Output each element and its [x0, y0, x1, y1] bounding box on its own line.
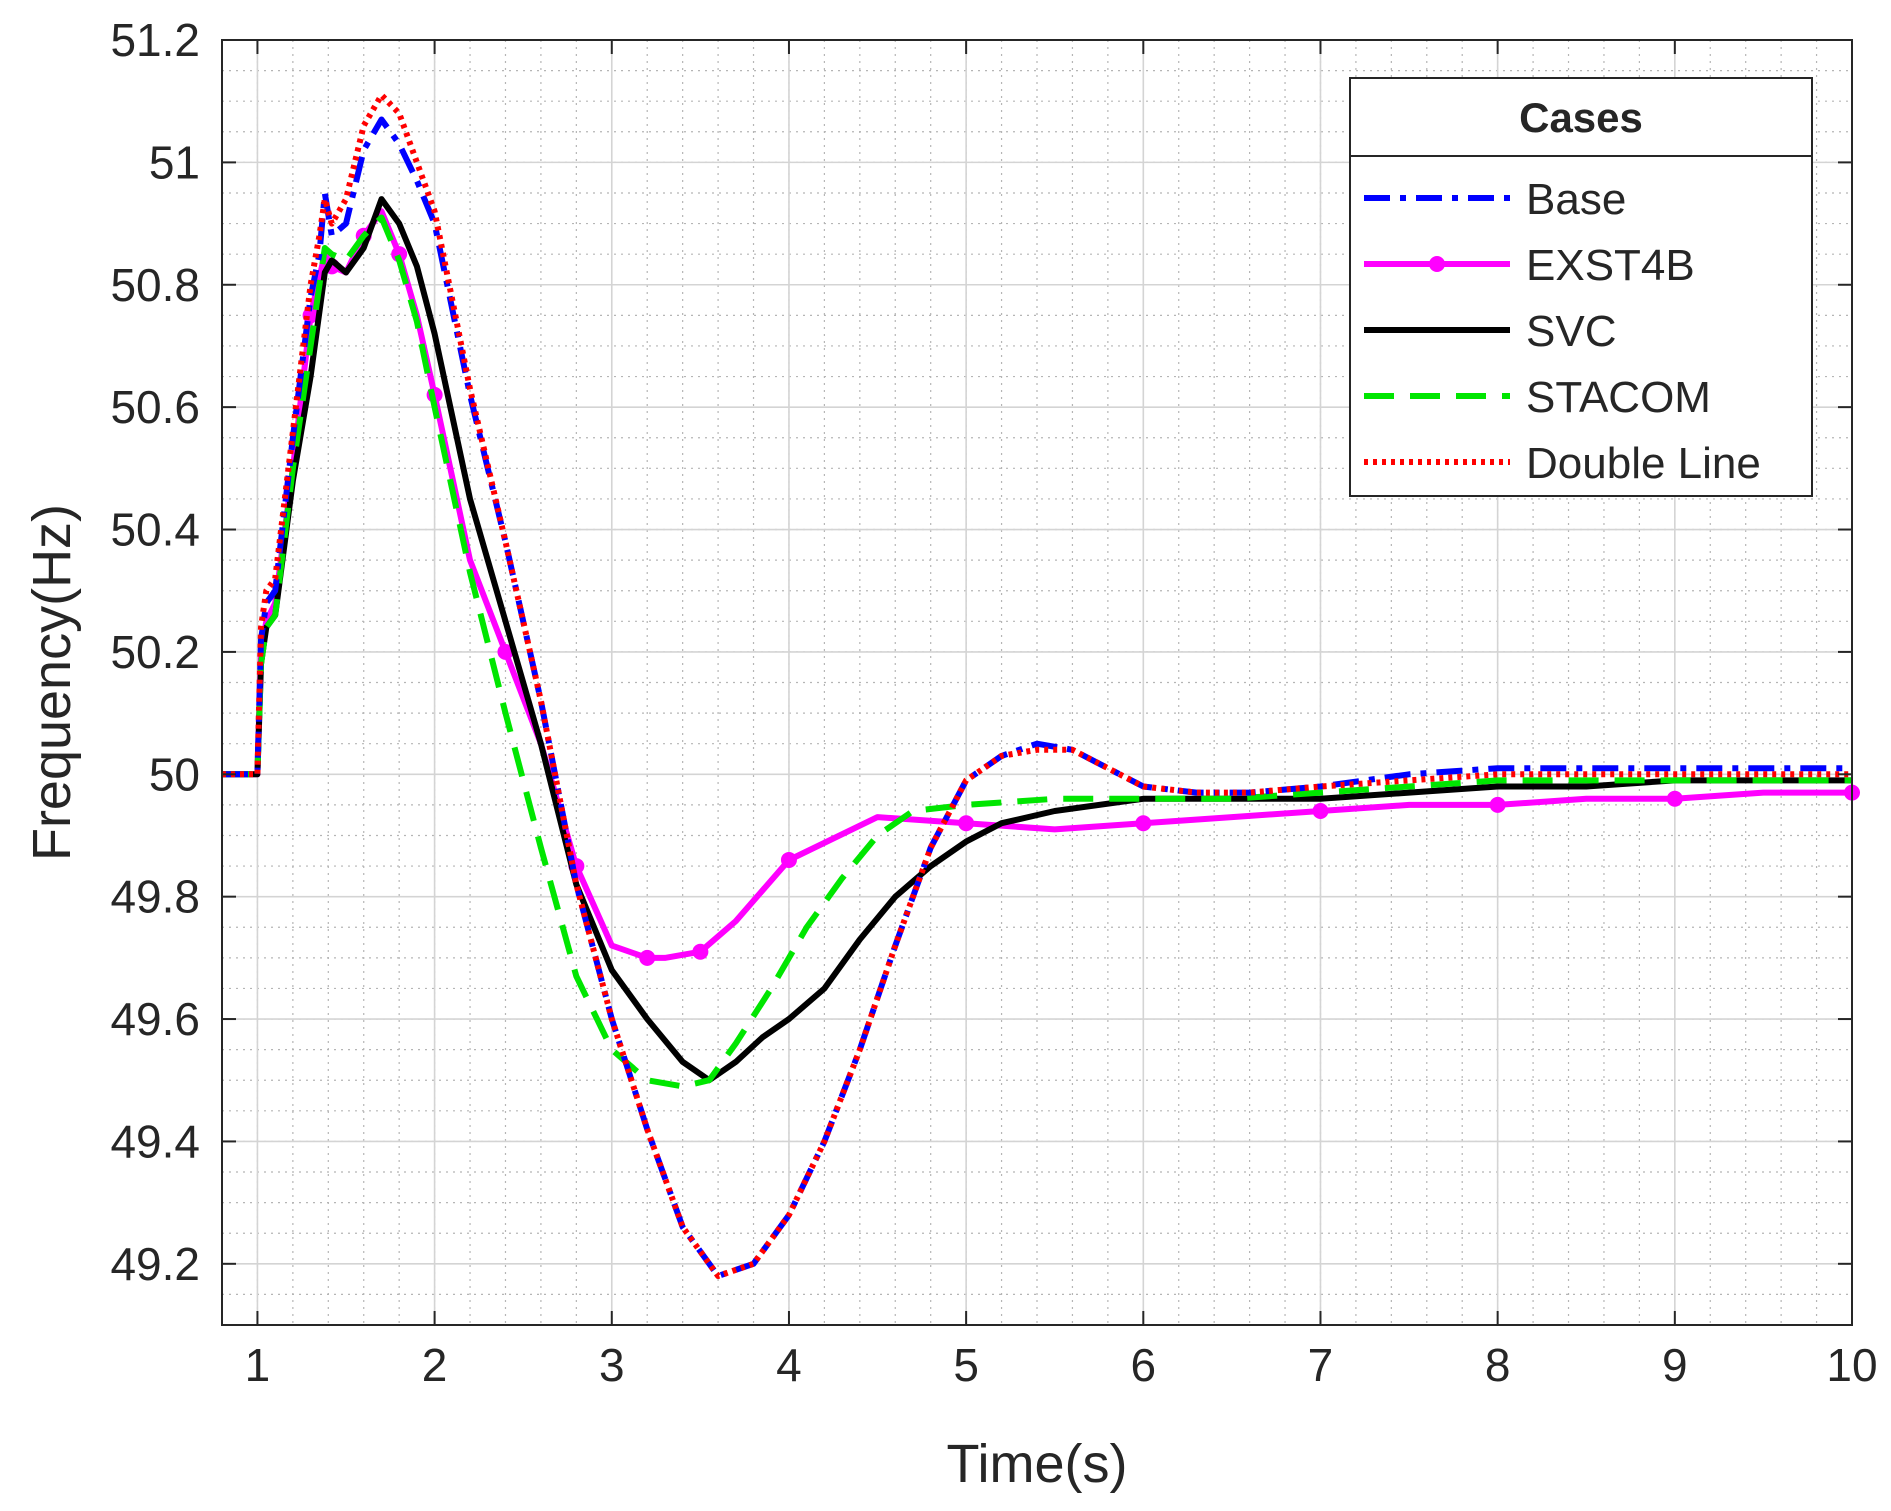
- plot-series: [222, 92, 1860, 1279]
- y-tick-label: 49.6: [110, 993, 200, 1045]
- x-tick-label: 1: [245, 1339, 271, 1391]
- series-marker-exst4b: [1489, 796, 1506, 813]
- series-marker-exst4b: [1666, 790, 1683, 807]
- x-tick-label: 3: [599, 1339, 625, 1391]
- legend-label-double-line: Double Line: [1526, 439, 1761, 488]
- axes-frame: [221, 39, 1853, 1326]
- series-marker-exst4b: [1312, 803, 1329, 819]
- legend-title: Cases: [1519, 94, 1643, 141]
- y-tick-label: 50.2: [110, 626, 200, 678]
- legend-label-exst4b: EXST4B: [1526, 241, 1695, 290]
- series-marker-exst4b: [639, 949, 656, 966]
- legend-box: [1349, 77, 1813, 497]
- y-tick-label: 51: [149, 136, 200, 188]
- x-tick-label: 7: [1308, 1339, 1334, 1391]
- x-tick-label: 8: [1485, 1339, 1511, 1391]
- y-tick-label: 49.8: [110, 871, 200, 923]
- series-marker-exst4b: [497, 643, 514, 660]
- legend-label-stacom: STACOM: [1526, 373, 1711, 422]
- y-tick-label: 50: [149, 748, 200, 800]
- axis-tick-labels: 1 2 3 4 5 6 7 8 9 10 49.2 49.4 49.6 49.8 50 50.2 50.4 50.…: [110, 14, 1877, 1391]
- series-marker-exst4b: [692, 943, 709, 960]
- x-tick-label: 2: [422, 1339, 448, 1391]
- series-line-svc: [222, 196, 1852, 1084]
- x-tick-label: 5: [953, 1339, 979, 1391]
- y-tick-label: 49.4: [110, 1115, 200, 1167]
- x-tick-label: 4: [776, 1339, 802, 1391]
- y-tick-label: 50.8: [110, 259, 200, 311]
- y-tick-label: 50.4: [110, 504, 200, 556]
- x-tick-label: 6: [1131, 1339, 1157, 1391]
- axis-ticks: [222, 39, 1853, 1325]
- x-tick-label: 9: [1662, 1339, 1688, 1391]
- series-marker-exst4b: [1135, 815, 1152, 832]
- x-tick-label: 10: [1826, 1339, 1877, 1391]
- legend-entries: Base EXST4B SVC STACOM Double Line: [1364, 175, 1761, 488]
- legend: Cases Base EXST4B SVC STACOM Double Line: [1349, 77, 1813, 497]
- y-tick-label: 50.6: [110, 381, 200, 433]
- legend-label-base: Base: [1526, 175, 1626, 224]
- legend-marker-exst4b: [1429, 256, 1445, 272]
- y-tick-label: 51.2: [110, 14, 200, 66]
- y-axis-label: Frequency(Hz): [22, 504, 82, 861]
- series-line-base: [222, 116, 1852, 1279]
- legend-label-svc: SVC: [1526, 307, 1616, 356]
- x-axis-label: Time(s): [947, 1434, 1128, 1494]
- y-tick-label: 49.2: [110, 1238, 200, 1290]
- series-marker-exst4b: [780, 851, 797, 868]
- series-marker-exst4b: [958, 815, 975, 832]
